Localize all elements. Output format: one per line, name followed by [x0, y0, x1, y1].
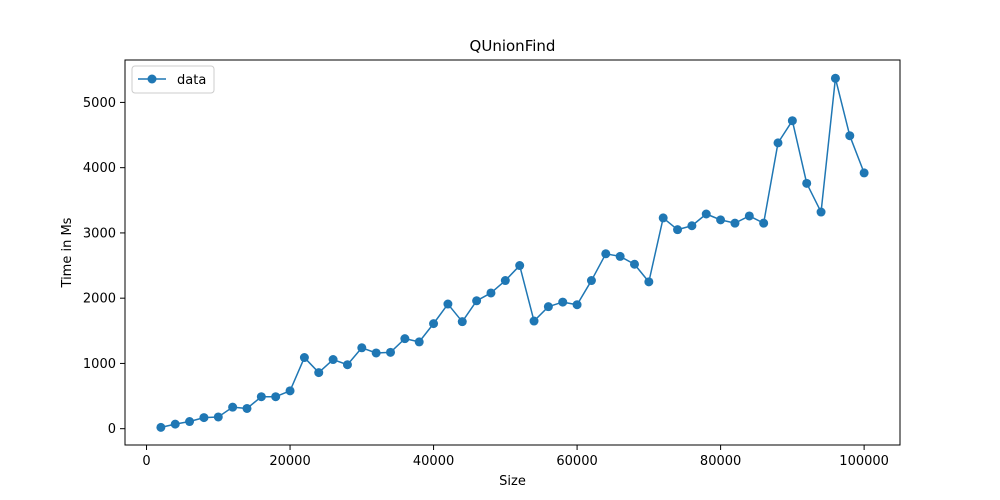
x-axis-ticks: 0 20000 40000 60000 80000 100000: [142, 445, 889, 469]
y-tick-label: 0: [108, 422, 116, 437]
legend-box: [131, 65, 215, 94]
data-point: [730, 218, 740, 228]
data-point: [802, 178, 812, 188]
data-point: [299, 353, 309, 363]
data-point: [328, 355, 338, 365]
data-point: [658, 213, 668, 223]
data-point: [371, 348, 381, 358]
data-point: [170, 419, 180, 429]
y-tick-label: 3000: [83, 226, 116, 241]
data-point: [256, 392, 266, 402]
y-tick-label: 4000: [83, 161, 116, 176]
y-tick-label: 2000: [83, 292, 116, 307]
legend-label: data: [177, 73, 206, 88]
data-point: [543, 302, 553, 312]
data-point: [615, 251, 625, 261]
axes-frame: [124, 59, 901, 446]
y-axis-ticks: 0 1000 2000 3000 4000 5000: [83, 96, 125, 437]
data-point: [199, 413, 209, 423]
data-point: [443, 299, 453, 309]
data-point: [773, 138, 783, 148]
y-axis-label: Time in Ms: [60, 217, 75, 288]
data-point: [673, 225, 683, 235]
data-point: [759, 218, 769, 228]
data-point: [787, 116, 797, 126]
data-point: [400, 334, 410, 344]
data-point: [572, 300, 582, 310]
data-point: [601, 249, 611, 259]
x-axis-label: Size: [499, 474, 526, 489]
data-point: [342, 360, 352, 370]
data-point: [830, 73, 840, 83]
chart-title: QUnionFind: [470, 37, 556, 55]
x-tick-label: 0: [142, 454, 150, 469]
data-layer: [156, 73, 869, 432]
data-point: [486, 288, 496, 298]
data-point: [500, 276, 510, 286]
plot-area: [125, 60, 900, 445]
data-point: [314, 368, 324, 378]
data-point: [845, 131, 855, 141]
data-point: [529, 316, 539, 326]
data-point: [716, 215, 726, 225]
data-point: [558, 297, 568, 307]
data-point: [213, 412, 223, 422]
data-point: [687, 221, 697, 231]
legend: data: [131, 65, 215, 94]
data-point: [386, 347, 396, 357]
legend-marker: [147, 74, 157, 84]
data-point: [816, 207, 826, 217]
data-point: [271, 392, 281, 402]
data-point: [586, 276, 596, 286]
x-tick-label: 100000: [839, 454, 889, 469]
x-tick-label: 80000: [700, 454, 741, 469]
data-point: [228, 402, 238, 412]
data-point: [414, 337, 424, 347]
data-point: [457, 317, 467, 327]
x-tick-label: 20000: [269, 454, 310, 469]
data-point: [242, 403, 252, 413]
data-point: [644, 277, 654, 287]
y-tick-label: 1000: [83, 357, 116, 372]
data-point: [515, 261, 525, 271]
data-point: [185, 417, 195, 427]
data-point: [285, 386, 295, 396]
data-point: [629, 259, 639, 269]
data-point: [859, 168, 869, 178]
data-point: [357, 343, 367, 353]
data-point: [701, 209, 711, 219]
data-point: [156, 422, 166, 432]
y-tick-label: 5000: [83, 96, 116, 111]
data-point: [429, 319, 439, 329]
data-point: [472, 296, 482, 306]
x-tick-label: 60000: [556, 454, 597, 469]
data-point: [744, 211, 754, 221]
x-tick-label: 40000: [413, 454, 454, 469]
